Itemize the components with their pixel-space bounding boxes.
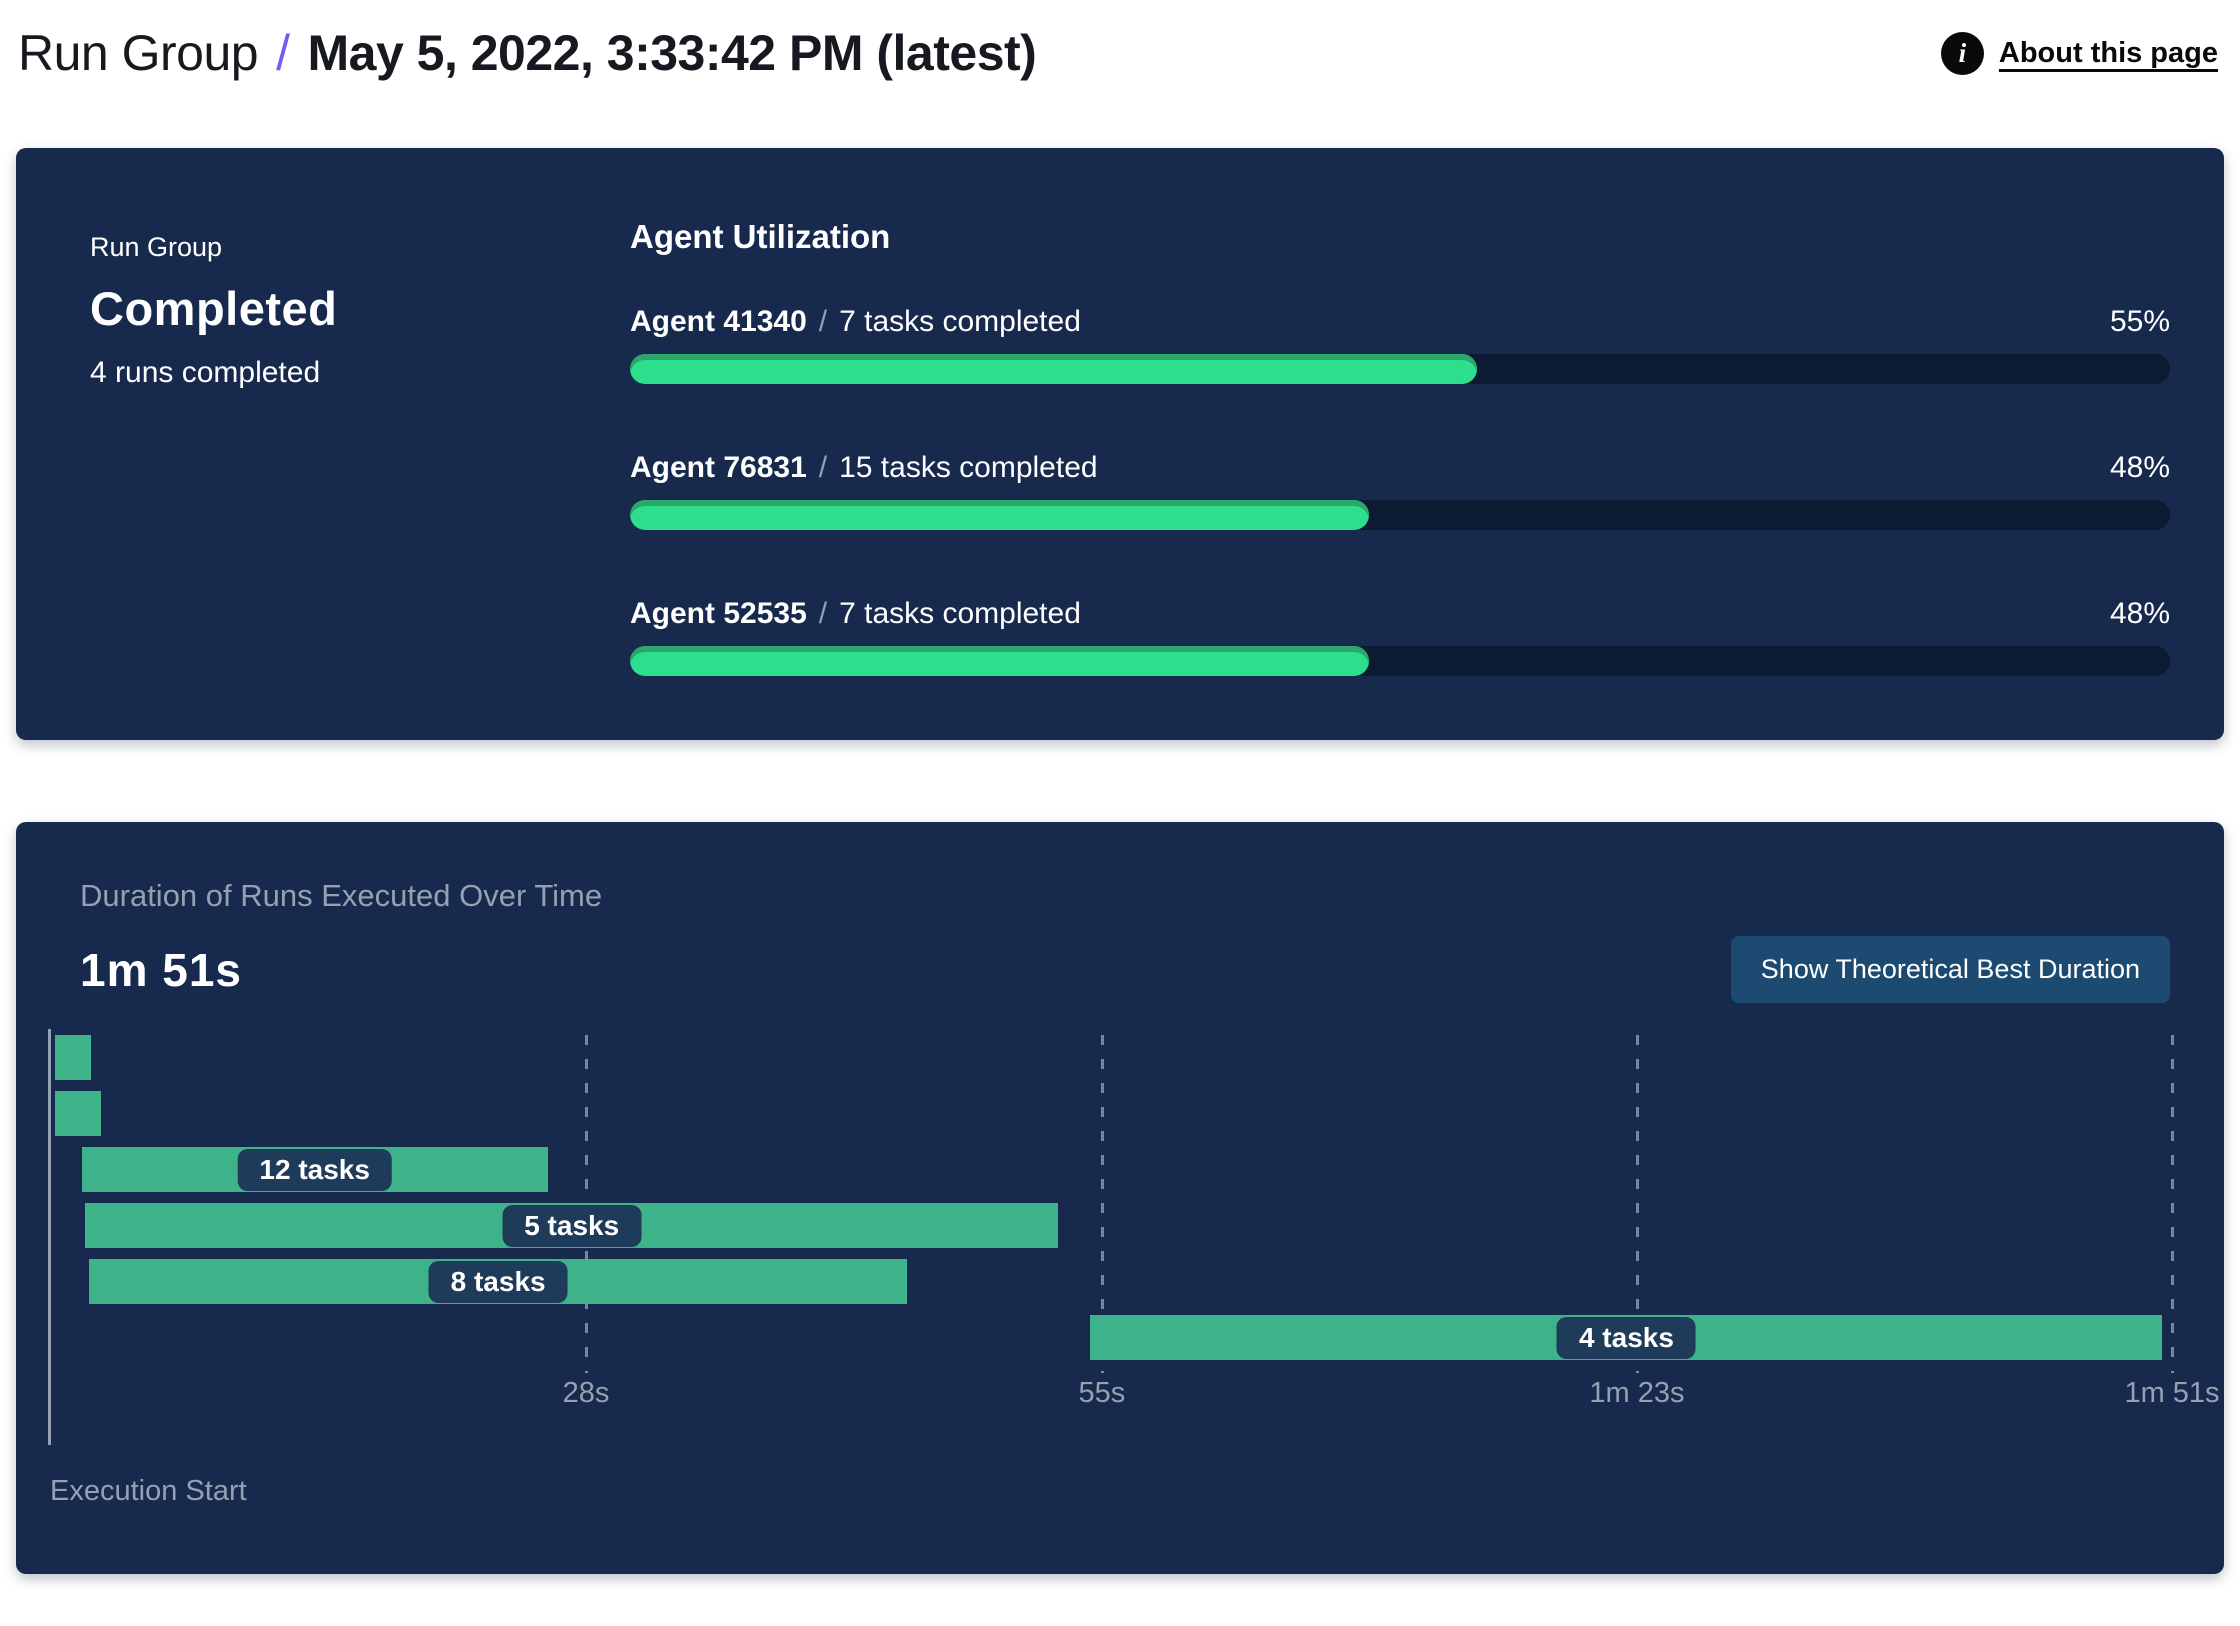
agent-tasks-completed: 7 tasks completed [839, 597, 1081, 630]
time-gridline [1635, 1035, 1639, 1373]
task-count-badge: 4 tasks [1556, 1316, 1696, 1359]
run-duration-bar[interactable] [54, 1035, 92, 1080]
agent-label-separator: / [818, 451, 828, 484]
agent-label: Agent 41340 / 7 tasks completed [630, 304, 1081, 340]
agent-utilization-progress-fill [630, 500, 1370, 530]
gantt-chart: 28s 55s 1m 23s 1m 51s 12 tasks 5 tasks 8 tasks… [48, 1029, 2224, 1515]
agent-utilization-row: Agent 76831 / 15 tasks completed 48% [630, 450, 2170, 530]
page-header: Run Group / May 5, 2022, 3:33:42 PM (lat… [0, 0, 2240, 96]
total-duration-value: 1m 51s [80, 943, 243, 996]
agent-utilization-percent: 55% [2109, 305, 2170, 338]
agent-name: Agent 76831 [630, 451, 807, 484]
runs-completed-count: 4 runs completed [90, 356, 321, 389]
task-count-badge: 12 tasks [237, 1148, 392, 1191]
run-status: Completed [90, 282, 338, 335]
agent-utilization-progress-fill [630, 354, 1477, 384]
agent-tasks-completed: 7 tasks completed [839, 305, 1081, 338]
time-gridline [2171, 1035, 2174, 1373]
run-duration-bar[interactable] [54, 1091, 101, 1136]
run-status-column: Run Group Completed 4 runs completed [90, 218, 630, 678]
time-gridline [1100, 1035, 1104, 1373]
agent-utilization-progress-track [630, 500, 2170, 530]
show-theoretical-best-duration-button[interactable]: Show Theoretical Best Duration [1730, 936, 2170, 1003]
agent-label-row: Agent 41340 / 7 tasks completed 55% [630, 304, 2170, 340]
agent-label-separator: / [818, 597, 828, 630]
duration-chart-title: Duration of Runs Executed Over Time [80, 878, 603, 913]
run-timestamp-title: May 5, 2022, 3:33:42 PM (latest) [307, 25, 1037, 81]
agent-utilization-list: Agent 41340 / 7 tasks completed 55% Agent 76… [630, 304, 2170, 676]
agent-name: Agent 41340 [630, 305, 807, 338]
breadcrumb-run-group[interactable]: Run Group [18, 25, 259, 81]
run-duration-bar[interactable]: 5 tasks [85, 1203, 1058, 1248]
info-icon: i [1940, 31, 1984, 75]
run-group-label: Run Group [90, 232, 223, 262]
run-duration-bar[interactable]: 4 tasks [1090, 1315, 2163, 1360]
about-this-page-link[interactable]: i About this page [1940, 31, 2218, 75]
time-tick-label: 55s [1078, 1377, 1126, 1409]
run-duration-bar[interactable]: 12 tasks [81, 1147, 548, 1192]
gantt-plot-area: 28s 55s 1m 23s 1m 51s 12 tasks 5 tasks 8 tasks… [51, 1035, 2220, 1409]
agent-tasks-completed: 15 tasks completed [839, 451, 1098, 484]
execution-start-label: Execution Start [50, 1475, 247, 1507]
duration-chart-toolbar: 1m 51s Show Theoretical Best Duration [80, 936, 2170, 1003]
time-tick-label: 1m 51s [2124, 1377, 2220, 1409]
agent-utilization-progress-track [630, 354, 2170, 384]
agent-utilization-progress-track [630, 646, 2170, 676]
time-tick-label: 28s [562, 1377, 610, 1409]
duration-chart-panel: Duration of Runs Executed Over Time 1m 5… [16, 822, 2224, 1574]
agent-label: Agent 52535 / 7 tasks completed [630, 596, 1081, 632]
agent-utilization-row: Agent 41340 / 7 tasks completed 55% [630, 304, 2170, 384]
page-title: Run Group / May 5, 2022, 3:33:42 PM (lat… [18, 24, 1037, 82]
agent-utilization-row: Agent 52535 / 7 tasks completed 48% [630, 596, 2170, 676]
agent-label-separator: / [818, 305, 828, 338]
agent-label-row: Agent 52535 / 7 tasks completed 48% [630, 596, 2170, 632]
agent-name: Agent 52535 [630, 597, 807, 630]
agent-utilization-percent: 48% [2109, 451, 2170, 484]
agent-utilization-percent: 48% [2109, 597, 2170, 630]
agent-utilization-section: Agent Utilization Agent 41340 / 7 tasks co… [630, 218, 2170, 678]
agent-utilization-progress-fill [630, 646, 1370, 676]
time-tick-label: 1m 23s [1589, 1377, 1685, 1409]
task-count-badge: 8 tasks [428, 1260, 568, 1303]
run-duration-bar[interactable]: 8 tasks [89, 1259, 908, 1304]
breadcrumb-separator: / [276, 25, 290, 81]
about-link-label: About this page [1998, 36, 2218, 69]
execution-start-axis-line [48, 1029, 51, 1445]
agent-label: Agent 76831 / 15 tasks completed [630, 450, 1098, 486]
agent-label-row: Agent 76831 / 15 tasks completed 48% [630, 450, 2170, 486]
task-count-badge: 5 tasks [502, 1204, 642, 1247]
run-summary-panel: Run Group Completed 4 runs completed Age… [16, 148, 2224, 740]
agent-utilization-title: Agent Utilization [630, 218, 891, 255]
